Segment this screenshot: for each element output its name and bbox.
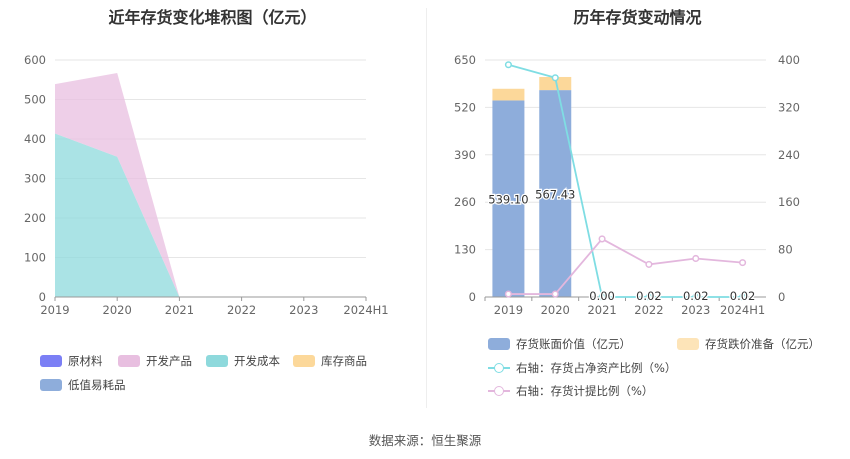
right-bar-book-value xyxy=(492,100,525,297)
data-source-footer: 数据来源：恒生聚源 xyxy=(368,433,482,448)
right-y-right-tick-label: 80 xyxy=(778,243,793,257)
right-y-left-tick-label: 260 xyxy=(454,195,476,209)
left-legend-label: 原材料 xyxy=(68,354,103,368)
right-chart-svg: 0 130 260 390 520 650 0 80 160 240 320 400 2019 2020 2… xyxy=(454,53,800,317)
left-legend-item[interactable]: 低值易耗品 xyxy=(40,377,126,393)
left-y-tick-label: 400 xyxy=(24,132,46,146)
right-line-provision-ratio-point xyxy=(692,254,700,263)
right-bar-data-label: 539.10 xyxy=(488,193,528,207)
right-y-left-tick-label: 130 xyxy=(454,243,476,257)
right-y-left-tick-label: 0 xyxy=(469,290,476,304)
right-y-left-tick-label: 390 xyxy=(454,148,476,162)
left-area-series-2 xyxy=(55,73,366,297)
right-line-inventory-ratio-point xyxy=(739,293,747,301)
left-x-tick-label: 2023 xyxy=(289,303,318,317)
right-legend-label: 右轴：存货计提比例（%） xyxy=(516,384,654,398)
left-y-tick-label: 500 xyxy=(24,93,46,107)
right-line-inventory-ratio-point xyxy=(504,61,512,69)
right-y-left-tick-label: 520 xyxy=(454,100,476,114)
left-y-tick-label: 200 xyxy=(24,211,46,225)
left-chart-title: 近年存货变化堆积图（亿元） xyxy=(108,8,317,27)
right-x-tick-label: 2022 xyxy=(634,303,663,317)
left-legend-swatch xyxy=(40,355,62,367)
right-x-tick-label: 2019 xyxy=(494,303,523,317)
right-x-tick-label: 2024H1 xyxy=(720,303,765,317)
left-area-series-3 xyxy=(55,133,366,297)
left-y-tick-label: 0 xyxy=(39,290,46,304)
right-legend-swatch xyxy=(677,338,699,350)
left-x-tick-label: 2022 xyxy=(227,303,256,317)
right-bar-data-label: 0.00 xyxy=(589,289,615,303)
right-line-provision-ratio-point xyxy=(598,235,606,243)
left-legend-swatch xyxy=(206,355,228,367)
left-y-tick-label: 600 xyxy=(24,53,46,67)
right-line-inventory-ratio-point xyxy=(645,293,653,301)
right-legend-label: 存货跌价准备（亿元） xyxy=(705,337,820,351)
right-bar-data-label: 0.02 xyxy=(730,289,756,303)
panel-divider xyxy=(426,8,427,408)
right-legend-item[interactable]: 存货跌价准备（亿元） xyxy=(677,336,820,352)
left-legend-item[interactable]: 库存商品 xyxy=(293,353,367,369)
left-y-tick-label: 100 xyxy=(24,251,46,265)
right-legend-item[interactable]: 存货账面价值（亿元） xyxy=(488,336,631,352)
left-legend-swatch xyxy=(40,379,62,391)
left-x-tick-label: 2021 xyxy=(165,303,194,317)
right-line-inventory-ratio xyxy=(508,63,743,298)
right-chart-title: 历年存货变动情况 xyxy=(573,8,702,27)
right-x-tick-label: 2020 xyxy=(541,303,570,317)
left-legend-swatch xyxy=(118,355,140,367)
right-legend-swatch xyxy=(488,338,510,350)
right-line-provision-ratio-point xyxy=(739,259,747,267)
right-line-inventory-ratio-point xyxy=(551,74,559,82)
left-x-tick-label: 2024H1 xyxy=(343,303,388,317)
left-y-tick-label: 300 xyxy=(24,172,46,186)
left-legend-swatch xyxy=(293,355,315,367)
right-chart-panel: 历年存货变动情况 0 130 260 390 520 650 0 80 160 240 320 400… xyxy=(425,0,850,410)
left-legend-label: 库存商品 xyxy=(321,354,367,368)
left-x-tick-label: 2019 xyxy=(40,303,69,317)
right-line-inventory-ratio-point xyxy=(598,293,606,301)
left-legend-item[interactable]: 开发成本 xyxy=(206,353,280,369)
right-line-provision-ratio xyxy=(508,237,743,295)
left-legend-label: 低值易耗品 xyxy=(68,378,126,392)
right-line-inventory-ratio-point xyxy=(692,293,700,301)
left-legend-item[interactable]: 开发产品 xyxy=(118,353,192,369)
right-bar-data-label: 0.02 xyxy=(636,289,662,303)
right-y-right-tick-label: 400 xyxy=(778,53,800,67)
left-legend-label: 开发成本 xyxy=(234,354,280,368)
right-y-right-tick-label: 240 xyxy=(778,148,800,162)
right-line-provision-ratio-point xyxy=(504,290,512,298)
right-y-right-tick-label: 160 xyxy=(778,195,800,209)
right-bar-data-label: 0.02 xyxy=(683,289,709,303)
left-legend-item[interactable]: 原材料 xyxy=(40,353,103,369)
right-legend-label: 存货账面价值（亿元） xyxy=(516,337,631,351)
right-y-left-tick-label: 650 xyxy=(454,53,476,67)
right-bar-provision xyxy=(539,76,572,91)
right-legend-swatch xyxy=(488,385,510,397)
right-y-right-tick-label: 320 xyxy=(778,100,800,114)
right-bar-data-label: 567.43 xyxy=(535,188,575,202)
right-line-provision-ratio-point xyxy=(551,290,559,298)
right-legend-label: 右轴：存货占净资产比例（%） xyxy=(516,361,677,375)
left-chart-panel: 近年存货变化堆积图（亿元） 0 100 200 300 400 500 600 2019 202… xyxy=(0,0,425,410)
right-line-provision-ratio-point xyxy=(645,260,653,268)
right-legend-item[interactable]: 右轴：存货占净资产比例（%） xyxy=(488,360,676,376)
right-bar-provision xyxy=(492,88,525,101)
right-legend-swatch xyxy=(488,362,510,374)
right-legend-item[interactable]: 右轴：存货计提比例（%） xyxy=(488,383,653,399)
right-y-right-tick-label: 0 xyxy=(778,290,785,304)
right-x-tick-label: 2021 xyxy=(587,303,616,317)
right-x-tick-label: 2023 xyxy=(681,303,710,317)
left-x-tick-label: 2020 xyxy=(103,303,132,317)
left-legend-label: 开发产品 xyxy=(146,354,192,368)
left-chart-svg: 0 100 200 300 400 500 600 2019 2020 2021 2022 2023 2… xyxy=(24,53,389,317)
